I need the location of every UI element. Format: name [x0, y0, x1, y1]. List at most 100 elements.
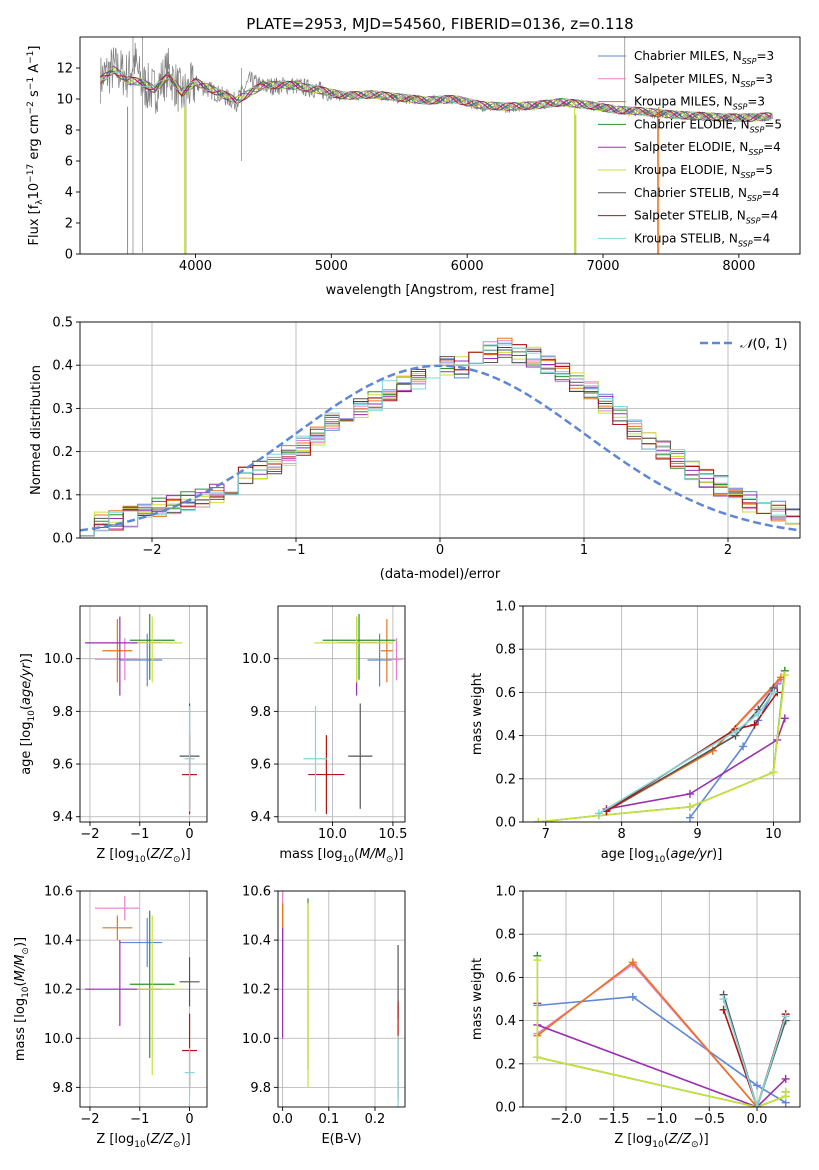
ssp-marker [628, 958, 637, 967]
model-fit-line [100, 70, 772, 122]
legend-label: 𝒩(0, 1) [740, 337, 787, 352]
x-tick-label: 6000 [451, 259, 484, 274]
ssp-marker [533, 956, 542, 965]
axes-frame [522, 605, 801, 823]
x-tick-label: −1.5 [598, 1112, 630, 1127]
y-tick-label: 0.1 [52, 488, 73, 503]
panel-weight_vs_Z: −2.0 −1.5 −1.0 −0.5 0.0 0.0 0.2 0.4 0.6 0.8 1.0 mas… [470, 885, 801, 1150]
y-tick-label: 12 [56, 62, 73, 77]
ssp-marker [780, 671, 789, 680]
x-tick-label: 9 [693, 827, 701, 842]
y-axis-label: mass weight [470, 958, 485, 1040]
ssp-marker [739, 742, 748, 751]
y-tick-label: 0.0 [495, 816, 516, 831]
y-tick-label: 10.2 [44, 983, 73, 998]
legend-label: Kroupa ELODIE, NSSP=5 [634, 163, 773, 180]
model-fit-line [100, 72, 772, 122]
ssp-marker [780, 714, 789, 723]
ssp-marker [685, 789, 694, 798]
ssp-marker [754, 710, 763, 718]
x-tick-label: 8 [618, 827, 626, 842]
x-tick-label: 0.1 [318, 1112, 339, 1127]
ssp-marker [731, 727, 740, 736]
legend: Chabrier MILES, NSSP=3 Salpeter MILES, NS… [598, 49, 782, 248]
y-tick-label: 8 [65, 124, 73, 139]
x-tick-label: 5000 [315, 259, 348, 274]
x-tick-label: 4000 [179, 259, 212, 274]
legend-label: Salpeter ELODIE, NSSP=4 [634, 140, 781, 157]
plot-area [534, 666, 789, 822]
x-tick-label: −1 [130, 827, 149, 842]
ssp-marker [685, 813, 694, 822]
x-tick-label: 7000 [586, 259, 619, 274]
residual-histogram-step [80, 344, 800, 537]
ssp-marker [781, 1012, 790, 1021]
x-tick-label: 10.5 [378, 827, 407, 842]
mass-weight-line [598, 691, 775, 815]
y-tick-label: 4 [65, 186, 73, 201]
y-tick-label: 0.2 [52, 445, 73, 460]
y-tick-label: 10.4 [242, 934, 271, 949]
panel-weight_vs_age: 7 8 9 10 0.0 0.2 0.4 0.6 0.8 1.0 mass weight age [l… [470, 600, 801, 865]
model-fit-line [100, 65, 772, 122]
ssp-marker [719, 995, 728, 1003]
figure-title: PLATE=2953, MJD=54560, FIBERID=0136, z=0… [246, 15, 633, 33]
y-tick-label: 10.6 [242, 885, 271, 900]
y-tick-label: 10.6 [44, 885, 73, 900]
y-tick-label: 0.3 [52, 402, 73, 417]
y-tick-label: 9.6 [52, 758, 73, 773]
y-tick-label: 0.0 [495, 1101, 516, 1116]
x-tick-label: −0.5 [693, 1112, 725, 1127]
x-axis-label: Z [log10(Z/Z⊙)] [614, 1132, 708, 1150]
x-tick-label: −2 [80, 1112, 99, 1127]
y-tick-label: 9.8 [250, 1081, 271, 1096]
y-tick-label: 1.0 [495, 885, 516, 900]
plot-area [84, 895, 200, 1098]
x-tick-label: −1.0 [646, 1112, 678, 1127]
y-tick-label: 9.6 [250, 758, 271, 773]
panel-mass_vs_Z: −2 −1 0 9.8 10.0 10.2 10.4 10.6 Z [log10(Z/Z⊙)] m… [13, 885, 208, 1150]
axes-frame [277, 605, 406, 823]
legend-label: Chabrier MILES, NSSP=3 [634, 49, 774, 66]
y-tick-label: 10.0 [242, 652, 271, 667]
x-tick-label: 2 [724, 543, 732, 558]
x-tick-label: −1 [130, 1112, 149, 1127]
ssp-marker [781, 1087, 790, 1096]
y-tick-label: 0.6 [495, 971, 516, 986]
legend-label: Chabrier ELODIE, NSSP=5 [634, 117, 782, 134]
y-tick-label: 0.4 [495, 1014, 516, 1029]
panel-mass_vs_ebv: 0.0 0.1 0.2 9.8 10.0 10.2 10.4 10.6 E(B-V) [242, 885, 406, 1147]
y-axis-label: mass [log10(M/M⊙)] [13, 937, 31, 1061]
x-tick-label: 0 [185, 827, 193, 842]
y-tick-label: 9.4 [52, 810, 73, 825]
y-tick-label: 9.8 [250, 705, 271, 720]
y-tick-label: 0.6 [495, 686, 516, 701]
ssp-marker [750, 720, 759, 729]
y-tick-label: 0.8 [495, 643, 516, 658]
ssp-marker [533, 1053, 542, 1062]
x-axis-label: wavelength [Angstrom, rest frame] [326, 283, 555, 298]
legend: 𝒩(0, 1) [700, 337, 787, 352]
ssp-marker [628, 992, 637, 1001]
y-tick-label: 9.8 [52, 705, 73, 720]
mass-weight-line [606, 718, 786, 810]
y-tick-label: 10.4 [44, 934, 73, 949]
x-tick-label: 0.2 [365, 1112, 386, 1127]
ssp-marker [534, 818, 543, 822]
x-tick-label: 10 [765, 827, 782, 842]
y-axis-label: age [log10(age/yr)] [19, 653, 37, 775]
model-fit-line [100, 72, 772, 122]
plot-area [282, 891, 399, 1107]
x-tick-label: 0 [436, 543, 444, 558]
x-tick-label: −1 [286, 543, 305, 558]
panel-spectrum: 4000 5000 6000 7000 8000 0 2 4 6 8 10 12 wavelength … [26, 36, 801, 298]
panel-residuals: −2 −1 0 1 2 0.0 0.1 0.2 0.3 0.4 0.5 (data-model)/er… [29, 316, 801, 582]
plot-area [100, 37, 773, 254]
y-tick-label: 10.0 [44, 652, 73, 667]
y-tick-label: 1.0 [495, 600, 516, 615]
legend-label: Salpeter MILES, NSSP=3 [634, 72, 773, 89]
model-fit-line [100, 71, 772, 122]
x-axis-label: age [log10(age/yr)] [601, 847, 723, 865]
y-axis-label: Normed distribution [29, 365, 44, 495]
